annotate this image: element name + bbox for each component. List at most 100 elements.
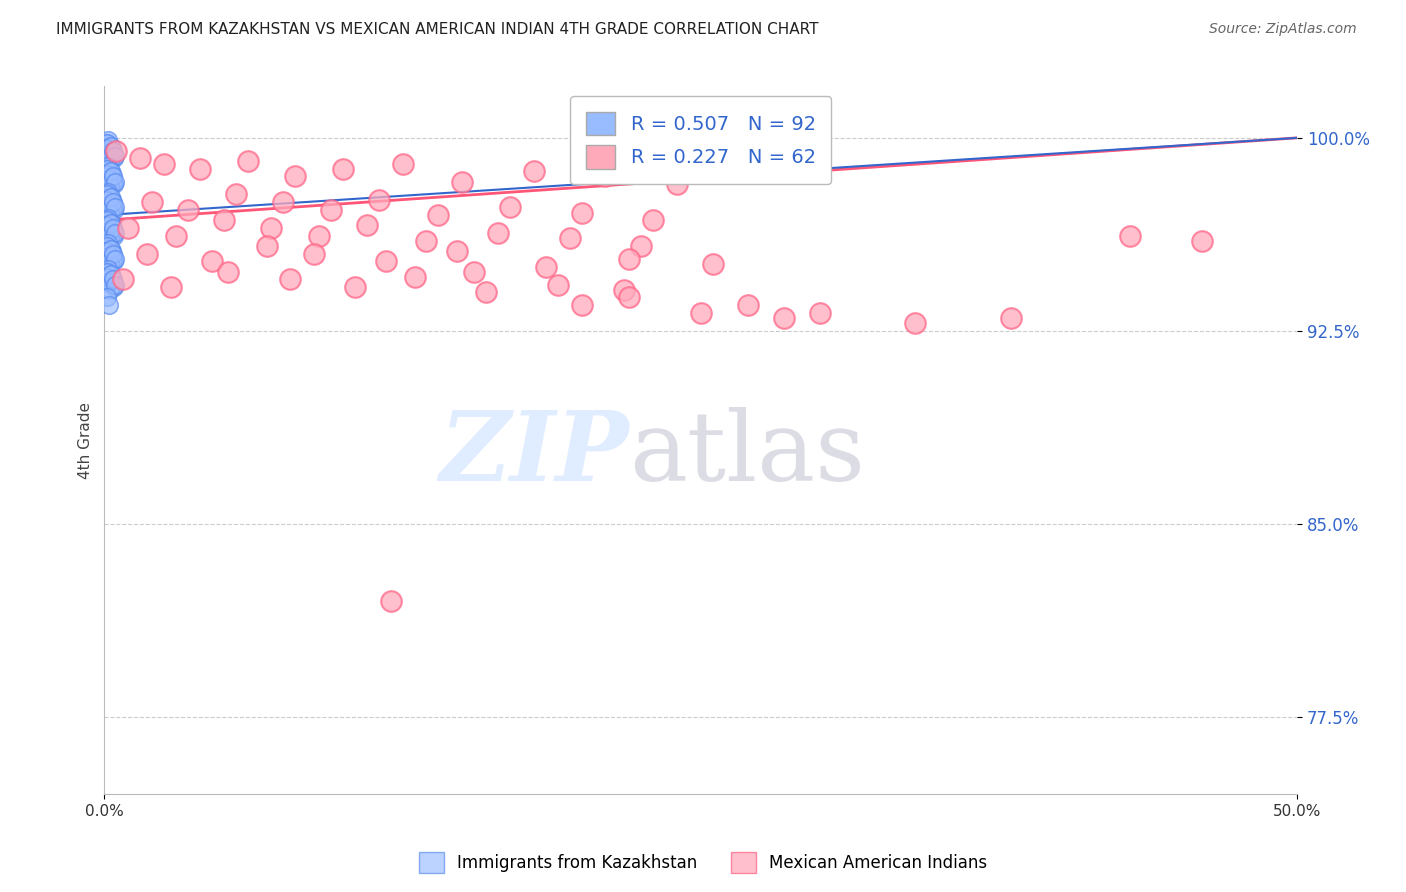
Point bbox=[1119, 228, 1142, 243]
Point bbox=[534, 260, 557, 274]
Point bbox=[98, 205, 121, 219]
Point bbox=[595, 169, 617, 184]
Point bbox=[97, 262, 120, 277]
Point bbox=[97, 275, 120, 289]
Point bbox=[101, 252, 124, 266]
Point bbox=[96, 219, 118, 233]
Point bbox=[94, 172, 117, 186]
Point bbox=[619, 290, 641, 304]
Point bbox=[98, 169, 121, 184]
Point bbox=[201, 254, 224, 268]
Point bbox=[217, 265, 239, 279]
Point bbox=[641, 213, 664, 227]
Point bbox=[103, 246, 125, 260]
Point bbox=[1191, 234, 1213, 248]
Point bbox=[475, 285, 498, 300]
Point bbox=[103, 177, 125, 191]
Point bbox=[105, 144, 128, 158]
Point bbox=[98, 242, 121, 256]
Point bbox=[117, 221, 139, 235]
Point bbox=[94, 223, 117, 237]
Point bbox=[260, 221, 283, 235]
Point bbox=[427, 208, 450, 222]
Point bbox=[98, 164, 121, 178]
Point bbox=[256, 239, 278, 253]
Point bbox=[104, 277, 127, 292]
Point bbox=[284, 169, 307, 184]
Point bbox=[153, 156, 176, 170]
Point bbox=[98, 231, 121, 245]
Point bbox=[101, 149, 124, 163]
Point bbox=[98, 283, 121, 297]
Point bbox=[404, 269, 426, 284]
Point bbox=[136, 246, 159, 260]
Point bbox=[97, 236, 120, 251]
Point bbox=[808, 306, 831, 320]
Point bbox=[98, 138, 121, 153]
Point bbox=[104, 149, 127, 163]
Point bbox=[101, 277, 124, 292]
Point bbox=[97, 172, 120, 186]
Point bbox=[129, 152, 152, 166]
Point bbox=[96, 161, 118, 176]
Point bbox=[103, 254, 125, 268]
Point bbox=[103, 195, 125, 210]
Point bbox=[619, 252, 641, 266]
Point bbox=[98, 154, 121, 169]
Point bbox=[96, 244, 118, 259]
Point bbox=[100, 141, 122, 155]
Point bbox=[96, 141, 118, 155]
Point bbox=[101, 226, 124, 240]
Point bbox=[96, 213, 118, 227]
Point bbox=[904, 316, 927, 330]
Point bbox=[98, 257, 121, 271]
Point bbox=[103, 144, 125, 158]
Point bbox=[98, 144, 121, 158]
Point bbox=[100, 167, 122, 181]
Legend: Immigrants from Kazakhstan, Mexican American Indians: Immigrants from Kazakhstan, Mexican Amer… bbox=[412, 846, 994, 880]
Point bbox=[630, 239, 652, 253]
Point bbox=[702, 257, 724, 271]
Point bbox=[97, 133, 120, 147]
Point bbox=[97, 159, 120, 173]
Point bbox=[98, 246, 121, 260]
Point bbox=[304, 246, 326, 260]
Point bbox=[98, 267, 121, 281]
Point bbox=[94, 198, 117, 212]
Point bbox=[332, 161, 354, 176]
Y-axis label: 4th Grade: 4th Grade bbox=[79, 401, 93, 479]
Point bbox=[96, 213, 118, 227]
Point bbox=[103, 221, 125, 235]
Point bbox=[343, 280, 366, 294]
Point bbox=[96, 136, 118, 150]
Text: ZIP: ZIP bbox=[440, 408, 630, 501]
Point bbox=[100, 219, 122, 233]
Point bbox=[665, 177, 688, 191]
Point bbox=[96, 136, 118, 150]
Point bbox=[103, 280, 125, 294]
Point bbox=[547, 277, 569, 292]
Point bbox=[98, 179, 121, 194]
Point bbox=[98, 298, 121, 312]
Point bbox=[141, 195, 163, 210]
Point bbox=[380, 594, 402, 608]
Point bbox=[100, 193, 122, 207]
Point bbox=[94, 146, 117, 161]
Point bbox=[188, 161, 211, 176]
Point bbox=[486, 226, 509, 240]
Point bbox=[97, 146, 120, 161]
Point bbox=[96, 269, 118, 284]
Point bbox=[571, 205, 593, 219]
Point bbox=[96, 239, 118, 253]
Point bbox=[96, 187, 118, 202]
Point bbox=[97, 249, 120, 263]
Point bbox=[100, 242, 122, 256]
Point bbox=[446, 244, 468, 259]
Point bbox=[97, 223, 120, 237]
Text: Source: ZipAtlas.com: Source: ZipAtlas.com bbox=[1209, 22, 1357, 37]
Point bbox=[104, 252, 127, 266]
Point bbox=[98, 190, 121, 204]
Point bbox=[94, 249, 117, 263]
Point bbox=[225, 187, 247, 202]
Point bbox=[104, 175, 127, 189]
